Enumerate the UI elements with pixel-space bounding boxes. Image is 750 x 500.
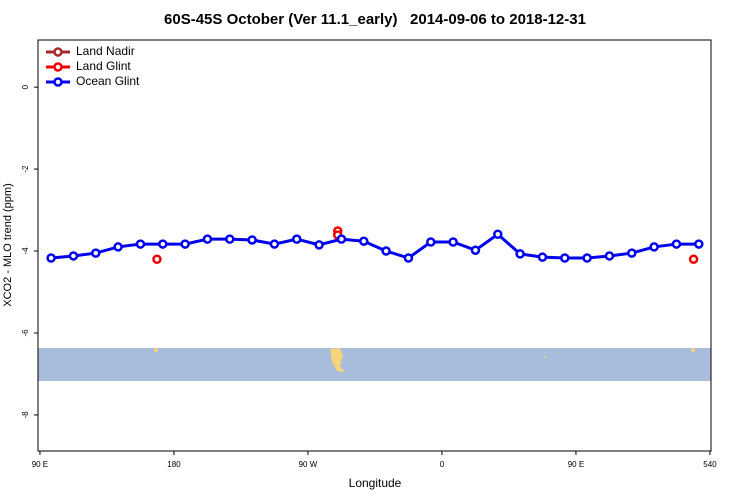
chart-title: 60S-45S October (Ver 11.1_early) 2014-09… xyxy=(164,11,586,28)
legend-marker xyxy=(53,47,63,57)
point xyxy=(627,248,637,258)
point xyxy=(649,242,659,252)
point xyxy=(515,249,525,259)
point xyxy=(336,234,347,244)
series-line xyxy=(50,232,699,260)
x-tick-label: 180 xyxy=(167,460,181,469)
y-tick-label: -2 xyxy=(21,165,30,173)
land-patch xyxy=(544,356,546,358)
legend-label: Ocean Glint xyxy=(76,74,140,88)
point xyxy=(247,235,257,245)
map-background xyxy=(38,348,711,381)
point xyxy=(470,245,481,255)
point xyxy=(537,252,548,262)
point xyxy=(671,239,682,249)
point xyxy=(426,237,436,247)
point xyxy=(381,246,391,256)
y-tick-label: -4 xyxy=(21,247,30,255)
point xyxy=(180,239,190,249)
ocean-band xyxy=(38,348,711,381)
x-tick-label: 90 E xyxy=(32,460,48,469)
point xyxy=(158,239,168,249)
x-tick-label: 90 E xyxy=(568,460,584,469)
x-tick-label: 90 W xyxy=(299,460,318,469)
y-tick-label: -6 xyxy=(21,329,30,337)
point xyxy=(448,237,458,247)
point xyxy=(46,253,56,263)
point xyxy=(359,236,369,246)
point xyxy=(68,251,79,261)
point xyxy=(604,251,615,261)
legend-label: Land Nadir xyxy=(76,44,135,58)
x-axis-label: Longitude xyxy=(349,476,402,490)
point xyxy=(403,253,414,263)
point xyxy=(225,234,235,244)
land-patch xyxy=(154,348,158,352)
x-tick-label: 0 xyxy=(440,460,445,469)
point xyxy=(560,253,570,263)
x-tick-label: 540 xyxy=(703,460,717,469)
point xyxy=(269,239,280,249)
plot-frame xyxy=(37,39,712,452)
legend-marker xyxy=(53,62,63,72)
y-tick-label: -8 xyxy=(21,411,30,419)
y-axis-label: XCO2 - MLO trend (ppm) xyxy=(2,183,14,306)
point xyxy=(135,239,146,249)
point xyxy=(202,234,213,244)
point xyxy=(314,240,324,250)
point xyxy=(582,253,592,263)
legend-marker xyxy=(53,77,63,87)
point xyxy=(292,234,302,244)
point xyxy=(152,254,162,264)
y-tick-label: 0 xyxy=(21,84,30,89)
point xyxy=(493,229,503,239)
point xyxy=(113,242,123,252)
point xyxy=(694,239,704,249)
point xyxy=(688,254,699,264)
point xyxy=(91,248,101,258)
legend-label: Land Glint xyxy=(76,59,131,73)
land-patch xyxy=(330,348,345,372)
land-patch xyxy=(691,348,695,352)
